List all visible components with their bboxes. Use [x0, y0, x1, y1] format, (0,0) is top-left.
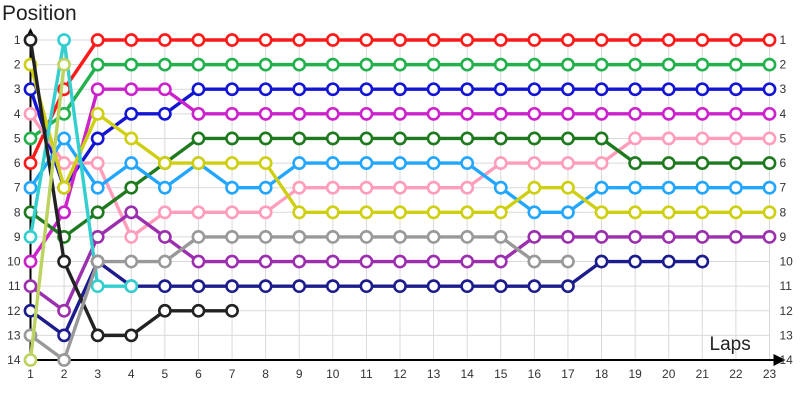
svg-text:1: 1 [27, 367, 34, 381]
svg-text:7: 7 [14, 181, 21, 195]
svg-text:Laps: Laps [710, 334, 751, 355]
svg-text:10: 10 [7, 255, 21, 269]
svg-text:9: 9 [780, 230, 787, 244]
svg-text:5: 5 [14, 131, 21, 145]
svg-text:10: 10 [326, 367, 340, 381]
svg-text:19: 19 [628, 367, 642, 381]
svg-text:1: 1 [780, 33, 787, 47]
svg-text:13: 13 [7, 328, 21, 342]
svg-text:16: 16 [528, 367, 542, 381]
svg-text:8: 8 [14, 205, 21, 219]
svg-text:21: 21 [696, 367, 710, 381]
svg-text:12: 12 [393, 367, 407, 381]
svg-text:4: 4 [128, 367, 135, 381]
svg-text:3: 3 [780, 82, 787, 96]
svg-text:8: 8 [262, 367, 269, 381]
svg-text:23: 23 [763, 367, 777, 381]
svg-text:9: 9 [296, 367, 303, 381]
svg-text:8: 8 [780, 205, 787, 219]
svg-text:9: 9 [14, 230, 21, 244]
svg-text:5: 5 [162, 367, 169, 381]
svg-text:14: 14 [7, 353, 21, 367]
svg-text:11: 11 [8, 279, 21, 293]
svg-text:7: 7 [229, 367, 236, 381]
svg-text:22: 22 [729, 367, 743, 381]
svg-text:14: 14 [780, 353, 794, 367]
svg-text:4: 4 [14, 107, 21, 121]
svg-text:4: 4 [780, 107, 787, 121]
svg-text:7: 7 [780, 181, 787, 195]
svg-text:2: 2 [61, 367, 68, 381]
svg-text:14: 14 [461, 367, 475, 381]
svg-text:6: 6 [195, 367, 202, 381]
svg-text:17: 17 [561, 367, 575, 381]
svg-text:12: 12 [7, 304, 21, 318]
svg-text:5: 5 [780, 131, 787, 145]
svg-text:11: 11 [360, 367, 373, 381]
svg-text:13: 13 [780, 328, 794, 342]
svg-text:1: 1 [14, 33, 21, 47]
svg-text:6: 6 [14, 156, 21, 170]
svg-text:3: 3 [94, 367, 101, 381]
svg-text:15: 15 [494, 367, 508, 381]
svg-text:18: 18 [595, 367, 609, 381]
svg-text:Position: Position [2, 2, 77, 25]
svg-text:10: 10 [780, 255, 794, 269]
svg-text:13: 13 [427, 367, 441, 381]
svg-text:6: 6 [780, 156, 787, 170]
svg-text:3: 3 [14, 82, 21, 96]
svg-text:11: 11 [780, 279, 793, 293]
svg-text:12: 12 [780, 304, 794, 318]
svg-text:20: 20 [662, 367, 676, 381]
svg-text:2: 2 [780, 58, 787, 72]
svg-text:2: 2 [14, 58, 21, 72]
